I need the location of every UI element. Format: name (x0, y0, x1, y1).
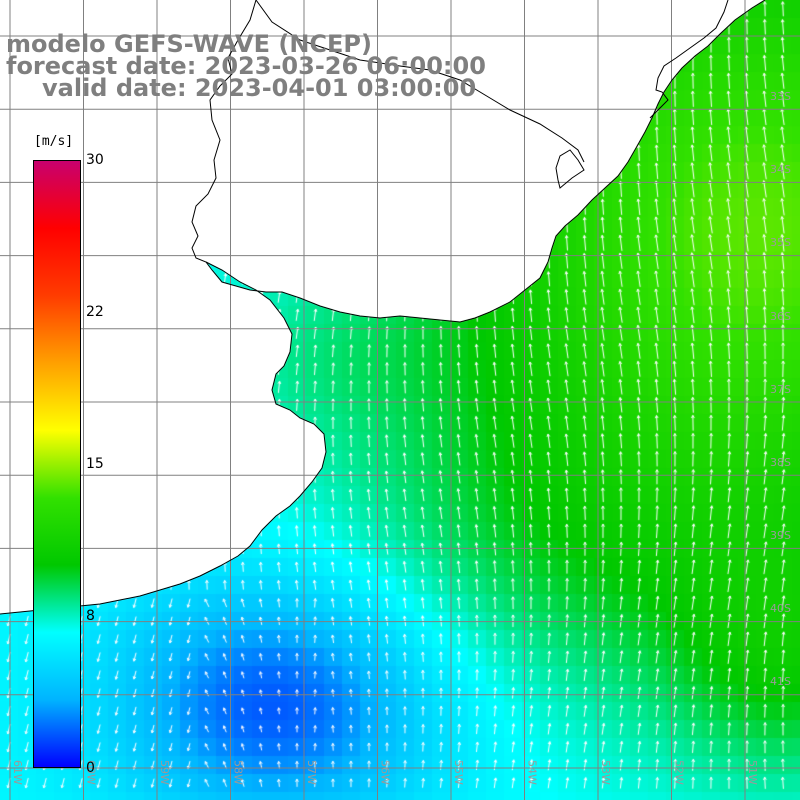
latitude-label: 37S (770, 383, 791, 396)
latitude-label: 40S (770, 602, 791, 615)
longitude-label: 53W (599, 760, 612, 785)
latitude-labels: 33S 34S 35S 36S 37S 38S 39S 40S 41S (770, 90, 791, 688)
latitude-label: 34S (770, 163, 791, 176)
coastline-argentina (0, 261, 327, 615)
latitude-label: 35S (770, 236, 791, 249)
colorbar-unit: [m/s] (34, 134, 74, 149)
latitude-label: 39S (770, 529, 791, 542)
longitude-label: 58W (232, 760, 245, 785)
latitude-label: 36S (770, 310, 791, 323)
latitude-label: 33S (770, 90, 791, 103)
latitude-label: 41S (770, 675, 791, 688)
longitude-labels: 61W 60W 59W 58W 57W 56W 55W 54W 53W 52W 51W (11, 760, 759, 785)
colorbar-tick-8: 8 (86, 608, 95, 624)
longitude-label: 51W (746, 760, 759, 785)
longitude-label: 52W (673, 760, 686, 785)
colorbar-tick-22: 22 (86, 304, 104, 320)
title-model: modelo GEFS-WAVE (NCEP) (6, 30, 372, 58)
longitude-label: 55W (452, 760, 465, 785)
colorbar-tick-30: 30 (86, 152, 104, 168)
title-valid-date: valid date: 2023-04-01 03:00:00 (42, 74, 477, 102)
coastline-uruguay-brazil (459, 0, 766, 323)
longitude-label: 59W (158, 760, 171, 785)
colorbar-tick-0: 0 (86, 760, 95, 776)
longitude-label: 60W (85, 760, 98, 785)
border-uruguay (191, 0, 461, 323)
longitude-label: 57W (305, 760, 318, 785)
longitude-label: 56W (379, 760, 392, 785)
longitude-label: 61W (11, 760, 24, 785)
title-forecast-date: forecast date: 2023-03-26 06:00:00 (6, 52, 486, 80)
coastline-mirim (555, 149, 585, 189)
coastline-lagoon (649, 0, 729, 119)
coastline (0, 0, 766, 615)
colorbar-gradient (33, 160, 81, 768)
border-brazil-uruguay (255, 0, 585, 163)
longitude-label: 54W (526, 760, 539, 785)
latitude-label: 38S (770, 456, 791, 469)
colorbar-tick-15: 15 (86, 456, 104, 472)
